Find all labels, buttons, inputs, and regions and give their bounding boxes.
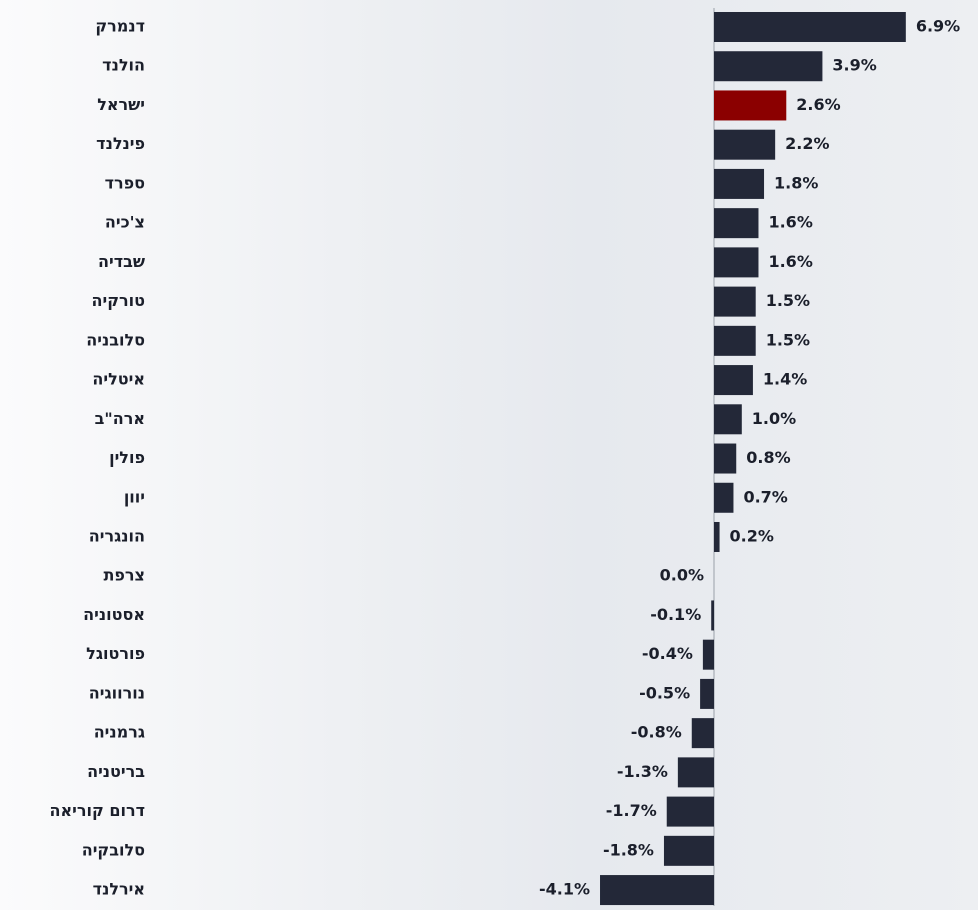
category-label: נורווגיה [89,683,145,702]
bar [714,326,756,356]
bar [667,797,714,827]
category-label: אסטוניה [83,605,145,624]
value-label: 0.7% [743,487,787,506]
category-label: בריטניה [87,762,145,781]
bar [714,287,756,317]
value-label: -1.7% [606,801,657,820]
value-label: 2.6% [796,95,840,114]
value-label: 1.4% [763,370,807,389]
page: דנמרק 6.9% הולנד 3.9% ישראל 2.6% פינלנד 2.2% ספר… [0,0,978,910]
bar [600,875,714,905]
bar [714,130,775,160]
category-label: דנמרק [95,17,145,36]
value-label: -0.1% [650,605,701,624]
value-label: 0.0% [660,566,704,585]
value-label: -0.4% [642,644,693,663]
category-label: צרפת [103,566,145,585]
bar [714,365,753,395]
category-label: הונגריה [89,526,145,545]
bar [714,90,786,120]
value-label: -0.5% [639,683,690,702]
category-label: דרום קוריאה [50,801,146,820]
value-label: 1.5% [766,291,810,310]
bar [692,718,714,748]
category-label: פורטוגל [86,644,145,663]
category-label: ספרד [105,173,145,192]
value-label: -1.3% [617,762,668,781]
bar [714,51,822,81]
category-label: טורקיה [92,291,145,310]
bar [714,483,733,513]
category-label: סלובקיה [82,840,145,859]
bar [664,836,714,866]
category-label: ישראל [97,95,145,114]
category-label: יוון [124,487,145,506]
value-label: -4.1% [539,880,590,899]
bar [678,757,714,787]
value-label: 3.9% [832,56,876,75]
category-label: שבדיה [98,252,145,271]
value-label: 1.5% [766,330,810,349]
category-label: אירלנד [93,880,145,899]
bar [711,600,714,630]
value-label: 1.0% [752,409,796,428]
bar [714,169,764,199]
category-label: גרמניה [94,723,145,742]
bar [714,404,742,434]
value-label: -0.8% [631,723,682,742]
bar [714,12,906,42]
category-label: פולין [109,448,145,467]
bar [714,208,758,238]
bar [703,640,714,670]
value-label: -1.8% [603,840,654,859]
category-label: איטליה [92,370,145,389]
category-label: צ'כיה [105,213,145,232]
category-label: פינלנד [96,134,145,153]
value-label: 0.2% [730,526,774,545]
value-label: 1.8% [774,173,818,192]
value-label: 6.9% [916,17,960,36]
value-label: 1.6% [768,252,812,271]
bar [714,247,758,277]
chart: דנמרק 6.9% הולנד 3.9% ישראל 2.6% פינלנד 2.2% ספר… [0,0,978,910]
value-label: 1.6% [768,213,812,232]
category-label: ארה"ב [95,409,145,428]
value-label: 0.8% [746,448,790,467]
bar [714,444,736,474]
category-label: הולנד [102,56,145,75]
bar [700,679,714,709]
value-label: 2.2% [785,134,829,153]
bar [714,522,720,552]
category-label: סלובניה [86,330,145,349]
